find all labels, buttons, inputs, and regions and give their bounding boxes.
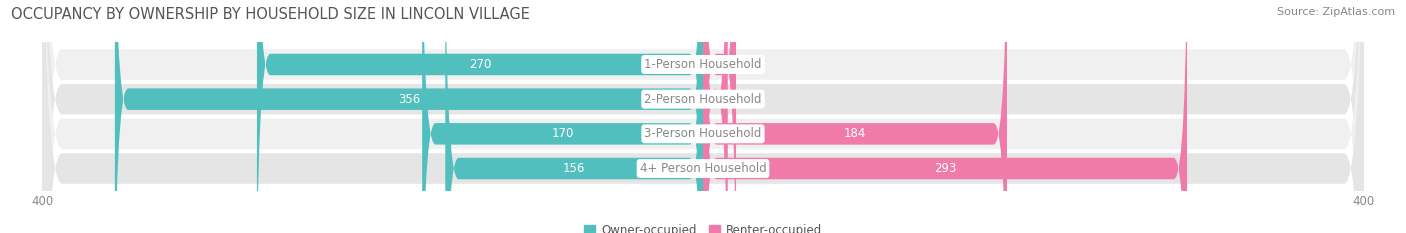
Text: 2-Person Household: 2-Person Household bbox=[644, 93, 762, 106]
Text: 356: 356 bbox=[398, 93, 420, 106]
FancyBboxPatch shape bbox=[422, 0, 703, 233]
FancyBboxPatch shape bbox=[42, 0, 1364, 233]
Text: 156: 156 bbox=[562, 162, 585, 175]
Text: Source: ZipAtlas.com: Source: ZipAtlas.com bbox=[1277, 7, 1395, 17]
Legend: Owner-occupied, Renter-occupied: Owner-occupied, Renter-occupied bbox=[579, 219, 827, 233]
FancyBboxPatch shape bbox=[703, 0, 1187, 233]
FancyBboxPatch shape bbox=[257, 0, 703, 233]
FancyBboxPatch shape bbox=[703, 0, 728, 233]
FancyBboxPatch shape bbox=[115, 0, 703, 233]
Text: 184: 184 bbox=[844, 127, 866, 140]
FancyBboxPatch shape bbox=[703, 0, 1007, 233]
Text: 4+ Person Household: 4+ Person Household bbox=[640, 162, 766, 175]
Text: 1-Person Household: 1-Person Household bbox=[644, 58, 762, 71]
FancyBboxPatch shape bbox=[42, 0, 1364, 233]
Text: 170: 170 bbox=[551, 127, 574, 140]
FancyBboxPatch shape bbox=[446, 0, 703, 233]
Text: 3-Person Household: 3-Person Household bbox=[644, 127, 762, 140]
FancyBboxPatch shape bbox=[703, 0, 737, 233]
Text: 293: 293 bbox=[934, 162, 956, 175]
FancyBboxPatch shape bbox=[42, 0, 1364, 233]
FancyBboxPatch shape bbox=[42, 0, 1364, 233]
Text: OCCUPANCY BY OWNERSHIP BY HOUSEHOLD SIZE IN LINCOLN VILLAGE: OCCUPANCY BY OWNERSHIP BY HOUSEHOLD SIZE… bbox=[11, 7, 530, 22]
Text: 15: 15 bbox=[738, 93, 752, 106]
Text: 20: 20 bbox=[747, 58, 761, 71]
Text: 270: 270 bbox=[468, 58, 491, 71]
